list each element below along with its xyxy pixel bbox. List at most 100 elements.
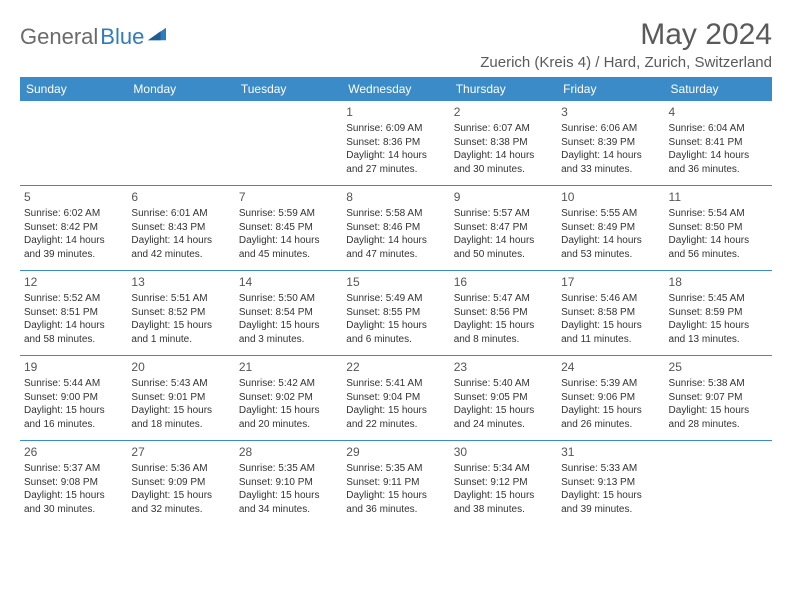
- day-number: 6: [131, 189, 230, 205]
- sunrise-line: Sunrise: 5:54 AM: [669, 207, 768, 221]
- day-cell: 4Sunrise: 6:04 AMSunset: 8:41 PMDaylight…: [665, 101, 772, 185]
- sunset-line: Sunset: 9:12 PM: [454, 476, 553, 490]
- day-cell: 7Sunrise: 5:59 AMSunset: 8:45 PMDaylight…: [235, 186, 342, 270]
- daylight-line: Daylight: 14 hours and 30 minutes.: [454, 149, 553, 176]
- day-number: 27: [131, 444, 230, 460]
- sunset-line: Sunset: 8:36 PM: [346, 136, 445, 150]
- day-cell: 15Sunrise: 5:49 AMSunset: 8:55 PMDayligh…: [342, 271, 449, 355]
- day-cell: 31Sunrise: 5:33 AMSunset: 9:13 PMDayligh…: [557, 441, 664, 525]
- sunset-line: Sunset: 8:49 PM: [561, 221, 660, 235]
- sunrise-line: Sunrise: 5:55 AM: [561, 207, 660, 221]
- day-cell: 12Sunrise: 5:52 AMSunset: 8:51 PMDayligh…: [20, 271, 127, 355]
- daylight-line: Daylight: 14 hours and 47 minutes.: [346, 234, 445, 261]
- sunset-line: Sunset: 8:51 PM: [24, 306, 123, 320]
- sunset-line: Sunset: 8:42 PM: [24, 221, 123, 235]
- sunset-line: Sunset: 9:05 PM: [454, 391, 553, 405]
- sunset-line: Sunset: 9:00 PM: [24, 391, 123, 405]
- day-cell: 26Sunrise: 5:37 AMSunset: 9:08 PMDayligh…: [20, 441, 127, 525]
- sunrise-line: Sunrise: 5:52 AM: [24, 292, 123, 306]
- daylight-line: Daylight: 15 hours and 39 minutes.: [561, 489, 660, 516]
- sunset-line: Sunset: 8:45 PM: [239, 221, 338, 235]
- sunrise-line: Sunrise: 5:50 AM: [239, 292, 338, 306]
- day-cell: 11Sunrise: 5:54 AMSunset: 8:50 PMDayligh…: [665, 186, 772, 270]
- daylight-line: Daylight: 15 hours and 32 minutes.: [131, 489, 230, 516]
- day-cell: 14Sunrise: 5:50 AMSunset: 8:54 PMDayligh…: [235, 271, 342, 355]
- weekday-header-cell: Thursday: [450, 77, 557, 101]
- sunrise-line: Sunrise: 6:01 AM: [131, 207, 230, 221]
- sunrise-line: Sunrise: 5:33 AM: [561, 462, 660, 476]
- sunset-line: Sunset: 8:43 PM: [131, 221, 230, 235]
- weekday-header-row: SundayMondayTuesdayWednesdayThursdayFrid…: [20, 77, 772, 101]
- sunset-line: Sunset: 9:09 PM: [131, 476, 230, 490]
- day-cell: 13Sunrise: 5:51 AMSunset: 8:52 PMDayligh…: [127, 271, 234, 355]
- day-cell: 25Sunrise: 5:38 AMSunset: 9:07 PMDayligh…: [665, 356, 772, 440]
- day-number: 13: [131, 274, 230, 290]
- day-number: 3: [561, 104, 660, 120]
- day-number: 20: [131, 359, 230, 375]
- day-number: 10: [561, 189, 660, 205]
- week-row: 1Sunrise: 6:09 AMSunset: 8:36 PMDaylight…: [20, 101, 772, 186]
- day-number: 30: [454, 444, 553, 460]
- sunset-line: Sunset: 8:59 PM: [669, 306, 768, 320]
- sunset-line: Sunset: 9:02 PM: [239, 391, 338, 405]
- daylight-line: Daylight: 14 hours and 27 minutes.: [346, 149, 445, 176]
- sunset-line: Sunset: 8:52 PM: [131, 306, 230, 320]
- daylight-line: Daylight: 15 hours and 11 minutes.: [561, 319, 660, 346]
- day-number: 31: [561, 444, 660, 460]
- day-cell: 24Sunrise: 5:39 AMSunset: 9:06 PMDayligh…: [557, 356, 664, 440]
- header: GeneralBlue May 2024 Zuerich (Kreis 4) /…: [20, 18, 772, 71]
- sunset-line: Sunset: 8:38 PM: [454, 136, 553, 150]
- day-number: 2: [454, 104, 553, 120]
- sunset-line: Sunset: 8:41 PM: [669, 136, 768, 150]
- sunrise-line: Sunrise: 5:43 AM: [131, 377, 230, 391]
- day-cell: [20, 101, 127, 185]
- daylight-line: Daylight: 14 hours and 33 minutes.: [561, 149, 660, 176]
- daylight-line: Daylight: 15 hours and 28 minutes.: [669, 404, 768, 431]
- day-number: 23: [454, 359, 553, 375]
- weekday-header-cell: Sunday: [20, 77, 127, 101]
- sunrise-line: Sunrise: 6:06 AM: [561, 122, 660, 136]
- week-row: 12Sunrise: 5:52 AMSunset: 8:51 PMDayligh…: [20, 271, 772, 356]
- sunset-line: Sunset: 8:50 PM: [669, 221, 768, 235]
- logo-text-blue: Blue: [100, 24, 144, 50]
- day-number: 9: [454, 189, 553, 205]
- month-title: May 2024: [480, 18, 772, 52]
- sunrise-line: Sunrise: 5:51 AM: [131, 292, 230, 306]
- day-number: 26: [24, 444, 123, 460]
- day-cell: 17Sunrise: 5:46 AMSunset: 8:58 PMDayligh…: [557, 271, 664, 355]
- daylight-line: Daylight: 15 hours and 13 minutes.: [669, 319, 768, 346]
- sunrise-line: Sunrise: 5:47 AM: [454, 292, 553, 306]
- day-number: 18: [669, 274, 768, 290]
- day-number: 8: [346, 189, 445, 205]
- sunset-line: Sunset: 9:07 PM: [669, 391, 768, 405]
- week-row: 5Sunrise: 6:02 AMSunset: 8:42 PMDaylight…: [20, 186, 772, 271]
- sunset-line: Sunset: 8:47 PM: [454, 221, 553, 235]
- sunrise-line: Sunrise: 5:38 AM: [669, 377, 768, 391]
- sunset-line: Sunset: 8:56 PM: [454, 306, 553, 320]
- day-number: 19: [24, 359, 123, 375]
- day-number: 11: [669, 189, 768, 205]
- daylight-line: Daylight: 15 hours and 30 minutes.: [24, 489, 123, 516]
- sunrise-line: Sunrise: 5:40 AM: [454, 377, 553, 391]
- week-row: 26Sunrise: 5:37 AMSunset: 9:08 PMDayligh…: [20, 441, 772, 525]
- daylight-line: Daylight: 15 hours and 3 minutes.: [239, 319, 338, 346]
- sunset-line: Sunset: 9:08 PM: [24, 476, 123, 490]
- day-number: 17: [561, 274, 660, 290]
- sunset-line: Sunset: 8:46 PM: [346, 221, 445, 235]
- daylight-line: Daylight: 15 hours and 36 minutes.: [346, 489, 445, 516]
- calendar-grid: SundayMondayTuesdayWednesdayThursdayFrid…: [20, 77, 772, 525]
- sunrise-line: Sunrise: 6:04 AM: [669, 122, 768, 136]
- sunrise-line: Sunrise: 5:36 AM: [131, 462, 230, 476]
- day-cell: 20Sunrise: 5:43 AMSunset: 9:01 PMDayligh…: [127, 356, 234, 440]
- day-cell: 22Sunrise: 5:41 AMSunset: 9:04 PMDayligh…: [342, 356, 449, 440]
- day-cell: 21Sunrise: 5:42 AMSunset: 9:02 PMDayligh…: [235, 356, 342, 440]
- location-text: Zuerich (Kreis 4) / Hard, Zurich, Switze…: [480, 54, 772, 71]
- sunrise-line: Sunrise: 5:45 AM: [669, 292, 768, 306]
- sunset-line: Sunset: 9:11 PM: [346, 476, 445, 490]
- sunrise-line: Sunrise: 5:44 AM: [24, 377, 123, 391]
- daylight-line: Daylight: 14 hours and 45 minutes.: [239, 234, 338, 261]
- daylight-line: Daylight: 15 hours and 22 minutes.: [346, 404, 445, 431]
- sunset-line: Sunset: 9:10 PM: [239, 476, 338, 490]
- sunrise-line: Sunrise: 5:46 AM: [561, 292, 660, 306]
- daylight-line: Daylight: 15 hours and 20 minutes.: [239, 404, 338, 431]
